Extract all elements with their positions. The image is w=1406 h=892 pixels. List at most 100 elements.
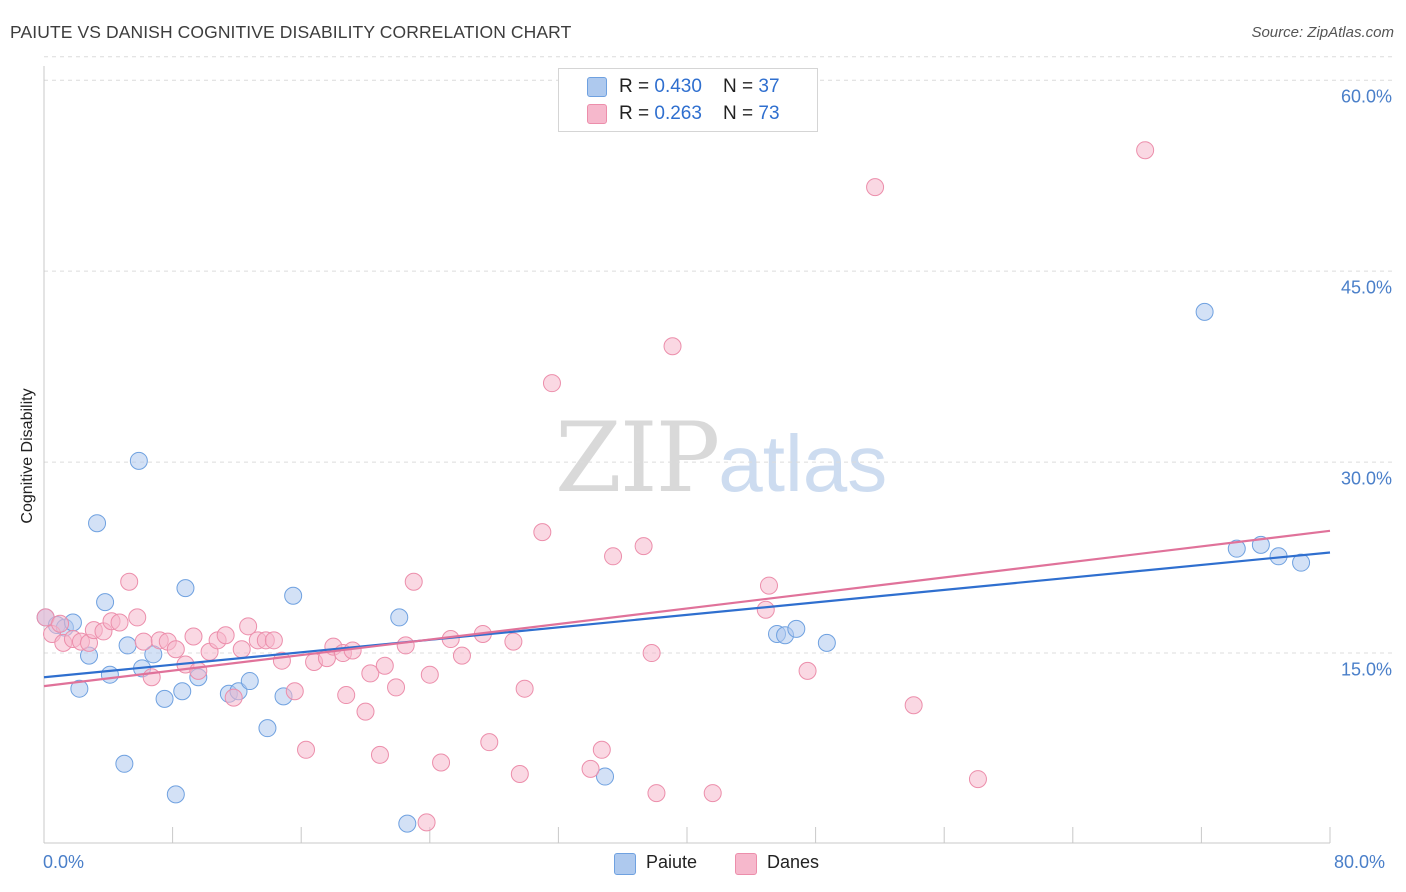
n-label: N = [723,103,759,124]
watermark: ZIPatlas [555,402,887,514]
data-point-paiute [70,679,89,698]
data-point-danes [142,668,161,687]
data-point-paiute [787,619,806,638]
data-point-paiute [118,636,137,655]
data-point-danes [798,661,817,680]
data-point-paiute [96,593,115,612]
data-point-paiute [129,451,148,470]
data-point-danes [239,617,258,636]
stats-legend: R = 0.430 N = 37 R = 0.263 N = 73 [558,68,818,132]
axes [43,66,1331,844]
data-point-danes [361,664,380,683]
data-point-danes [337,686,356,705]
data-point-danes [504,632,523,651]
data-point-danes [592,740,611,759]
data-point-paiute [596,767,615,786]
data-point-danes [642,644,661,663]
series-danes [36,141,1155,832]
data-point-danes [110,613,129,632]
data-point-paiute [173,682,192,701]
data-point-danes [904,696,923,715]
data-point-paiute [1227,539,1246,558]
data-point-paiute [398,814,417,833]
data-point-paiute [100,665,119,684]
data-point-paiute [166,785,185,804]
data-point-paiute [284,586,303,605]
data-point-danes [387,678,406,697]
trend-line-danes [43,529,1331,688]
data-point-paiute [817,633,836,652]
data-point-danes [866,178,885,197]
grid-lines [44,56,1392,654]
data-point-danes [542,374,561,393]
data-points [36,141,1311,833]
data-point-paiute [115,754,134,773]
data-point-danes [166,640,185,659]
trend-line-paiute [43,551,1331,679]
n-value-paiute: 37 [758,76,780,97]
data-point-danes [224,688,243,707]
n-value-danes: 73 [758,103,780,124]
data-point-danes [515,679,534,698]
data-point-danes [420,665,439,684]
data-point-danes [232,640,251,659]
data-point-paiute [390,608,409,627]
data-point-danes [189,661,208,680]
data-point-danes [1136,141,1155,160]
series-paiute [36,302,1311,833]
data-point-danes [452,646,471,665]
data-point-danes [417,813,436,832]
data-point-paiute [1195,302,1214,321]
data-point-danes [604,547,623,566]
data-point-paiute [155,689,174,708]
data-point-paiute [1292,553,1311,572]
stats-swatch-danes [587,104,607,124]
data-point-danes [128,608,147,627]
data-point-danes [581,759,600,778]
source-label: Source: ZipAtlas.com [1251,24,1394,41]
data-point-danes [264,631,283,650]
x-tick-label-max: 80.0% [1334,852,1386,872]
r-value-danes: 0.263 [654,103,702,124]
data-point-danes [216,626,235,645]
data-point-danes [432,753,451,772]
data-point-danes [756,600,775,619]
data-point-danes [134,632,153,651]
data-point-danes [703,784,722,803]
r-value-paiute: 0.430 [654,76,702,97]
legend-swatch-danes [735,853,757,875]
data-point-danes [356,702,375,721]
data-point-danes [51,614,70,633]
n-label: N = [723,76,759,97]
data-point-danes [759,576,778,595]
data-point-paiute [240,672,259,691]
y-axis-label: Cognitive Disability [19,388,36,524]
watermark-atlas: atlas [718,419,888,508]
data-point-danes [510,764,529,783]
data-point-paiute [258,719,277,738]
chart-title: PAIUTE VS DANISH COGNITIVE DISABILITY CO… [10,22,572,42]
legend-label-danes: Danes [767,852,820,872]
data-point-danes [120,572,139,591]
data-point-danes [647,784,666,803]
trend-lines [43,529,1331,688]
data-point-danes [396,636,415,655]
data-point-danes [663,337,682,356]
data-point-paiute [176,579,195,598]
data-point-danes [375,656,394,675]
data-point-danes [404,572,423,591]
y-tick-label: 15.0% [1340,659,1392,680]
stats-swatch-paiute [587,77,607,97]
y-tick-label: 60.0% [1340,86,1392,107]
data-point-danes [533,523,552,542]
data-point-danes [285,682,304,701]
legend-label-paiute: Paiute [646,852,698,872]
y-tick-label: 30.0% [1340,468,1392,489]
legend-swatch-paiute [614,853,636,875]
data-point-danes [634,537,653,556]
r-label: R = [619,76,655,97]
data-point-danes [480,733,499,752]
watermark-zip: ZIP [555,402,720,514]
data-point-danes [184,627,203,646]
